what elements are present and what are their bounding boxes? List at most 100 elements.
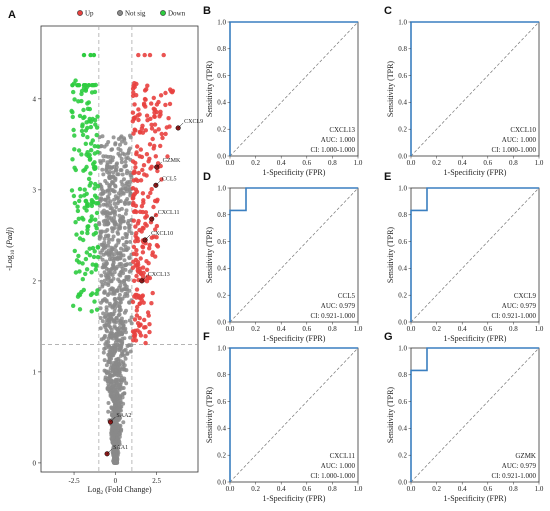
y-tick-label: 0.4 bbox=[217, 99, 226, 107]
point-not-sig bbox=[110, 334, 115, 338]
x-tick-label: 0.8 bbox=[328, 325, 337, 333]
x-axis-label: 1-Specificity (FPR) bbox=[444, 168, 507, 177]
point-not-sig bbox=[97, 222, 102, 227]
point-down bbox=[91, 52, 97, 58]
point-up bbox=[135, 304, 140, 310]
roc-curve bbox=[229, 187, 358, 322]
point-up bbox=[149, 187, 154, 192]
point-up bbox=[165, 154, 170, 159]
point-up bbox=[134, 81, 139, 87]
point-not-sig bbox=[119, 160, 124, 165]
point-down bbox=[86, 100, 92, 105]
point-not-sig bbox=[108, 182, 113, 187]
point-down bbox=[95, 288, 100, 293]
point-up bbox=[130, 299, 136, 305]
point-not-sig bbox=[117, 366, 122, 371]
point-not-sig bbox=[112, 460, 117, 465]
point-not-sig bbox=[106, 140, 111, 144]
point-not-sig bbox=[125, 221, 130, 226]
point-down bbox=[79, 128, 85, 134]
point-up bbox=[132, 102, 137, 107]
gene-label: CXCL9 bbox=[514, 292, 537, 300]
point-up bbox=[138, 256, 143, 261]
point-up bbox=[134, 308, 139, 313]
point-not-sig bbox=[121, 420, 126, 425]
point-not-sig bbox=[111, 453, 116, 458]
point-up bbox=[150, 290, 155, 296]
point-not-sig bbox=[111, 189, 116, 194]
point-not-sig bbox=[114, 249, 119, 253]
point-not-sig bbox=[112, 346, 117, 351]
y-axis-label: Sensitivity (TPR) bbox=[205, 387, 214, 444]
auc-label: AUC: 0.979 bbox=[321, 302, 356, 310]
panel-label-a: A bbox=[8, 9, 16, 21]
point-not-sig bbox=[114, 168, 119, 173]
point-up bbox=[144, 279, 150, 284]
label-gzmk: GZMK bbox=[163, 158, 181, 164]
point-not-sig bbox=[128, 349, 133, 354]
x-tick-label: 0.0 bbox=[226, 485, 235, 493]
point-not-sig bbox=[125, 155, 130, 160]
point-not-sig bbox=[119, 343, 124, 347]
x-tick-label: 1.0 bbox=[354, 485, 363, 493]
point-not-sig bbox=[117, 292, 122, 297]
point-not-sig bbox=[122, 200, 127, 205]
y-tick-label: 0.8 bbox=[398, 211, 407, 219]
point-up bbox=[130, 110, 136, 115]
y-tick-label: 0.0 bbox=[217, 152, 226, 160]
point-not-sig bbox=[104, 214, 109, 219]
point-not-sig bbox=[121, 323, 126, 328]
point-not-sig bbox=[107, 191, 112, 196]
point-not-sig bbox=[117, 325, 122, 330]
point-up bbox=[149, 301, 154, 306]
point-down bbox=[84, 120, 89, 125]
y-tick-label: 0.2 bbox=[217, 292, 226, 300]
point-down bbox=[92, 144, 98, 149]
point-not-sig bbox=[112, 447, 117, 452]
point-up bbox=[137, 266, 142, 271]
label-ccl5: CCL5 bbox=[162, 176, 177, 182]
point-down bbox=[88, 124, 94, 130]
point-not-sig bbox=[112, 201, 117, 206]
point-not-sig bbox=[117, 348, 122, 352]
point-down bbox=[89, 148, 94, 153]
point-not-sig bbox=[106, 401, 111, 405]
y-tick-label: 0.6 bbox=[217, 398, 226, 406]
point-not-sig bbox=[115, 230, 120, 235]
point-not-sig bbox=[118, 270, 123, 275]
point-down bbox=[95, 254, 101, 260]
point-up bbox=[149, 126, 155, 131]
point-up bbox=[140, 250, 146, 255]
point-down bbox=[81, 287, 87, 293]
point-down bbox=[69, 108, 74, 114]
y-tick-label: 1 bbox=[33, 368, 37, 376]
point-not-sig bbox=[119, 206, 124, 211]
point-not-sig bbox=[112, 319, 117, 324]
y-tick-label: 3 bbox=[33, 186, 37, 194]
point-up bbox=[156, 99, 161, 105]
point-not-sig bbox=[125, 169, 130, 173]
point-not-sig bbox=[100, 284, 105, 289]
point-not-sig bbox=[122, 164, 127, 169]
point-up bbox=[146, 261, 151, 266]
point-not-sig bbox=[111, 226, 116, 231]
point-not-sig bbox=[105, 160, 110, 165]
point-down bbox=[87, 152, 92, 158]
point-not-sig bbox=[119, 156, 124, 161]
y-tick-label: 0.8 bbox=[217, 371, 226, 379]
point-up bbox=[139, 204, 145, 209]
point-not-sig bbox=[114, 336, 119, 341]
point-up bbox=[153, 212, 159, 218]
point-not-sig bbox=[117, 279, 122, 284]
point-down bbox=[83, 198, 88, 204]
y-axis-label: Sensitivity (TPR) bbox=[386, 387, 395, 444]
point-not-sig bbox=[123, 347, 128, 352]
legend-marker-up bbox=[77, 10, 83, 16]
point-up bbox=[131, 259, 136, 264]
point-not-sig bbox=[127, 182, 132, 187]
y-tick-label: 1.0 bbox=[398, 184, 407, 192]
point-up bbox=[144, 87, 149, 92]
point-not-sig bbox=[101, 219, 106, 224]
point-up bbox=[137, 112, 142, 117]
volcano-points bbox=[69, 52, 176, 465]
